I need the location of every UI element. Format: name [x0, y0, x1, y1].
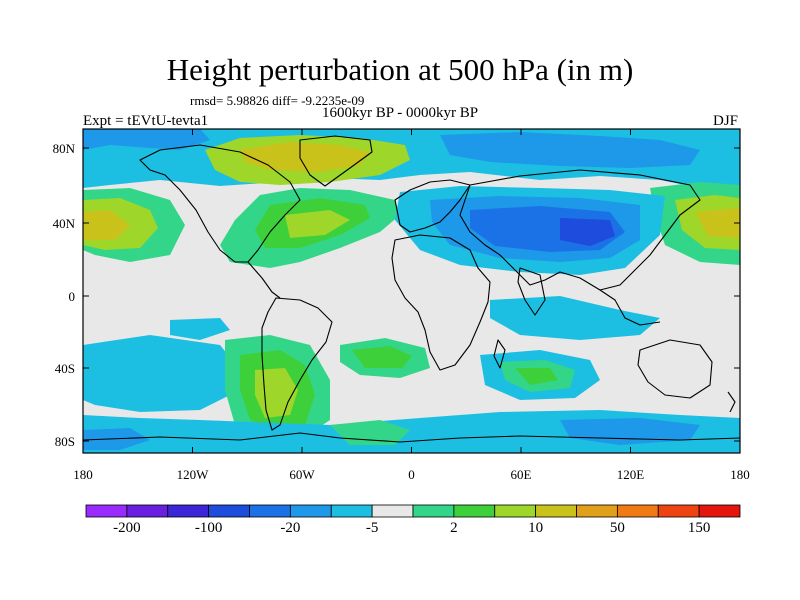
colorbar: -200 -100 -20 -5 2 10 50 150: [85, 504, 741, 536]
longitude-axis: 180 120W 60W 0 60E 120E 180: [73, 129, 750, 482]
colorbar-swatch: [453, 504, 496, 518]
colorbar-label: 150: [688, 520, 711, 536]
coast-antarctica: [83, 432, 740, 443]
season-label: DJF: [713, 113, 739, 129]
contour-north-blue-east: [440, 132, 700, 168]
lat-label: 40S: [55, 361, 75, 376]
colorbar-label: -5: [366, 520, 379, 536]
coast-greenland: [299, 135, 373, 187]
colorbar-swatch: [657, 504, 700, 518]
colorbar-swatch: [576, 504, 618, 518]
colorbar-label: 10: [528, 520, 543, 536]
lon-label: 60E: [511, 467, 532, 482]
contour-tropics-pacific: [170, 318, 230, 340]
experiment-label: Expt = tEVtU-tevta1: [83, 113, 209, 129]
colorbar-label: -20: [280, 520, 300, 536]
colorbar-swatch: [208, 504, 250, 518]
lon-label: 180: [73, 467, 93, 482]
contour-south-atlantic-inner: [352, 346, 412, 368]
plot-title: Height perturbation at 500 hPa (in m): [166, 52, 634, 87]
lat-label: 40N: [53, 216, 76, 231]
coast-central-america: [247, 261, 281, 299]
coast-india: [517, 267, 546, 316]
colorbar-swatch: [85, 504, 128, 518]
lon-label: 120E: [617, 467, 645, 482]
colorbar-swatch: [371, 504, 414, 518]
colorbar-swatch: [698, 504, 741, 518]
contour-pacific-east-core: [695, 208, 740, 238]
contour-indian-ocean-core: [515, 368, 558, 385]
coast-south-america: [261, 297, 333, 431]
lat-label: 80N: [53, 141, 76, 156]
colorbar-swatch: [126, 504, 169, 518]
colorbar-swatch: [412, 504, 455, 518]
colorbar-label: -200: [113, 520, 141, 536]
colorbar-swatch: [167, 504, 210, 518]
contour-eurasia-core: [560, 218, 615, 246]
colorbar-swatch: [330, 504, 373, 518]
stats-text: rmsd= 5.98826 diff= -9.2235e-09: [190, 93, 365, 108]
lon-label: 0: [408, 467, 415, 482]
contour-atlantic-core: [285, 210, 350, 238]
coast-australia: [637, 339, 713, 399]
lon-label: 60W: [289, 467, 315, 482]
coast-europe: [394, 179, 471, 233]
period-text: 1600kyr BP - 0000kyr BP: [322, 105, 479, 121]
colorbar-label: 50: [610, 520, 625, 536]
lon-label: 120W: [177, 467, 210, 482]
coast-madagascar: [493, 339, 506, 369]
colorbar-label: -100: [195, 520, 223, 536]
coast-africa: [391, 234, 491, 371]
colorbar-label: 2: [450, 520, 458, 536]
coast-asia: [459, 169, 701, 291]
colorbar-swatch: [616, 504, 659, 518]
lat-label: 0: [69, 289, 76, 304]
contour-north-blue: [83, 129, 210, 150]
contour-field: [83, 129, 740, 453]
colorbar-swatch: [494, 504, 537, 518]
contour-south-band: [83, 335, 240, 412]
latitude-axis: 80N 40N 0 40S 80S: [53, 141, 740, 449]
lat-label: 80S: [55, 434, 75, 449]
colorbar-swatch: [535, 504, 577, 518]
coastlines: [83, 135, 740, 443]
lon-label: 180: [730, 467, 750, 482]
colorbar-swatch: [289, 504, 332, 518]
colorbar-swatch: [249, 504, 291, 518]
coast-southeast-asia: [599, 289, 661, 326]
contour-pacific-west-core: [83, 210, 130, 240]
coast-new-zealand: [727, 391, 736, 413]
contour-greenland-core: [240, 142, 370, 172]
contour-tropics-east: [490, 296, 660, 340]
